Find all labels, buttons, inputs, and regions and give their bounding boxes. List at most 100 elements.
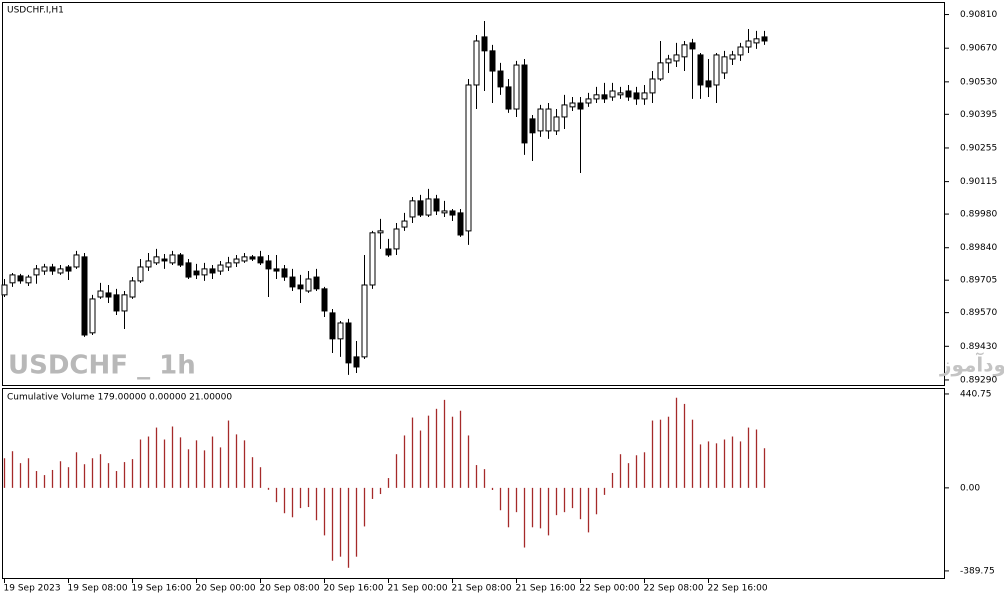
- y-tick-label: -389.75: [960, 566, 995, 576]
- candle-body: [321, 288, 328, 312]
- candle-body: [449, 210, 456, 216]
- candle-body: [241, 256, 248, 262]
- candle-body: [513, 64, 520, 110]
- volume-panel: [2, 388, 945, 579]
- candle-body: [105, 292, 112, 298]
- candle-body: [457, 212, 464, 236]
- x-tick-label: 21 Sep 08:00: [452, 584, 512, 594]
- candle-body: [185, 262, 192, 278]
- candle-body: [9, 274, 16, 284]
- candle-body: [33, 268, 40, 276]
- candle-body: [737, 46, 744, 56]
- candle-body: [545, 108, 552, 132]
- candle-body: [537, 108, 544, 132]
- candle-body: [49, 266, 56, 272]
- y-tick-label: 0.89980: [960, 210, 997, 220]
- candle-body: [369, 232, 376, 286]
- x-tick-label: 21 Sep 00:00: [388, 584, 448, 594]
- candle-body: [289, 276, 296, 288]
- candle-body: [113, 294, 120, 312]
- candle-body: [601, 94, 608, 100]
- x-tick-label: 19 Sep 16:00: [132, 584, 192, 594]
- candle-body: [505, 86, 512, 110]
- candle-body: [465, 84, 472, 232]
- candle-body: [329, 312, 336, 340]
- candle-body: [153, 256, 160, 264]
- y-tick-label: 440.75: [960, 389, 992, 399]
- chart-title: USDCHF.I,H1: [7, 6, 64, 16]
- candle-body: [417, 200, 424, 216]
- y-tick-label: 0.89840: [960, 243, 997, 253]
- candle-body: [385, 248, 392, 256]
- candle-body: [17, 275, 24, 282]
- candle-body: [225, 262, 232, 268]
- candle-body: [689, 42, 696, 50]
- candle-body: [233, 258, 240, 264]
- candle-body: [1, 284, 8, 296]
- candle-body: [121, 294, 128, 312]
- y-tick-label: 0.00: [960, 483, 980, 493]
- candle-body: [657, 62, 664, 80]
- candle-body: [137, 266, 144, 282]
- candle-body: [585, 98, 592, 104]
- candle-body: [633, 92, 640, 100]
- candle-body: [305, 278, 312, 292]
- candle-body: [609, 90, 616, 98]
- candle-body: [281, 268, 288, 278]
- candle-body: [529, 118, 536, 134]
- candle-body: [761, 36, 768, 42]
- candle-body: [425, 198, 432, 216]
- y-tick-label: 0.89705: [960, 276, 997, 286]
- candle-body: [593, 94, 600, 100]
- candle-body: [649, 78, 656, 94]
- candle-body: [313, 276, 320, 290]
- candle-body: [745, 40, 752, 48]
- candle-body: [145, 260, 152, 268]
- candle-body: [569, 102, 576, 108]
- candle-body: [705, 80, 712, 88]
- y-tick-label: 0.90255: [960, 143, 997, 153]
- candle-body: [401, 220, 408, 228]
- candle-body: [433, 198, 440, 212]
- candle-body: [577, 102, 584, 110]
- y-tick-label: 0.89430: [960, 342, 997, 352]
- candle-body: [73, 254, 80, 268]
- candle-body: [345, 322, 352, 364]
- candle-body: [665, 58, 672, 64]
- x-tick-label: 22 Sep 16:00: [708, 584, 768, 594]
- candle-body: [497, 70, 504, 88]
- candle-body: [441, 210, 448, 214]
- candle-body: [393, 228, 400, 250]
- candle-body: [481, 36, 488, 52]
- candle-body: [249, 256, 256, 260]
- candle-body: [641, 92, 648, 100]
- candle-body: [753, 38, 760, 44]
- y-tick-label: 0.90810: [960, 10, 997, 20]
- candle-body: [625, 90, 632, 98]
- candle-body: [265, 260, 272, 270]
- y-tick-label: 0.89570: [960, 308, 997, 318]
- indicator-title: Cumulative Volume 179.00000 0.00000 21.0…: [7, 393, 232, 403]
- watermark: انتشار در سایت سودآموز: [939, 352, 1004, 377]
- candle-body: [129, 280, 136, 298]
- candle-body: [377, 230, 384, 234]
- x-tick-label: 19 Sep 08:00: [68, 584, 128, 594]
- x-tick-label: 21 Sep 16:00: [516, 584, 576, 594]
- y-tick-label: 0.90530: [960, 77, 997, 87]
- candle-body: [209, 268, 216, 274]
- candle-body: [337, 322, 344, 340]
- x-tick-label: 22 Sep 08:00: [644, 584, 704, 594]
- candle-body: [57, 268, 64, 274]
- candle-body: [553, 116, 560, 132]
- x-tick-label: 20 Sep 08:00: [260, 584, 320, 594]
- y-tick-label: 0.90395: [960, 110, 997, 120]
- candle-body: [177, 254, 184, 266]
- candle-body: [489, 50, 496, 72]
- candle-body: [673, 54, 680, 62]
- candle-body: [41, 266, 48, 272]
- candle-body: [161, 258, 168, 262]
- x-tick-label: 22 Sep 00:00: [580, 584, 640, 594]
- candle-body: [65, 266, 72, 272]
- candle-body: [297, 284, 304, 290]
